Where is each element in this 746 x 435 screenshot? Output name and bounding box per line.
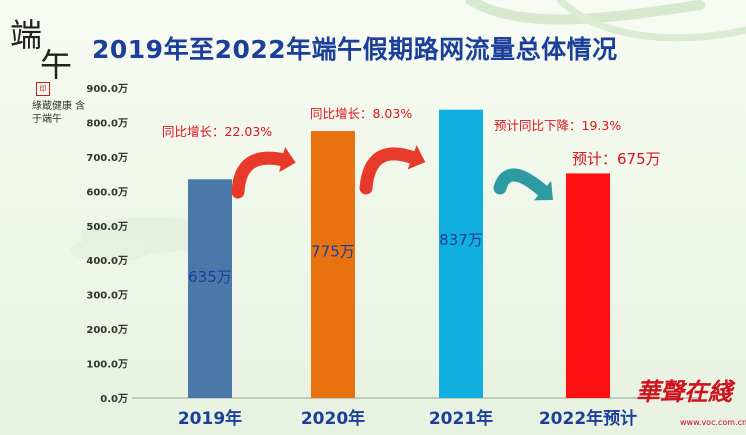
x-tick-label: 2019年 (178, 408, 242, 429)
logo-seal: 印 (36, 82, 50, 96)
data-label: 635万 (188, 268, 232, 286)
y-tick-label: 100.0万 (86, 359, 128, 371)
data-label: 775万 (311, 243, 355, 261)
logo-caption: 綠蔵健康 含于端午 (32, 101, 86, 125)
decrease-arrow-head (533, 180, 553, 201)
y-tick-label: 700.0万 (86, 152, 128, 164)
increase-arrow-head (279, 146, 296, 173)
bar (188, 179, 232, 398)
increase-arrow (231, 151, 291, 199)
bar (311, 131, 355, 399)
increase-arrow-head (407, 145, 426, 170)
y-tick-label: 500.0万 (86, 221, 128, 233)
y-tick-label: 300.0万 (86, 290, 128, 302)
forecast-label: 预计：675万 (572, 150, 661, 168)
y-tick-label: 800.0万 (86, 117, 128, 129)
growth-annotation: 预计同比下降：19.3% (494, 118, 621, 133)
y-tick-label: 0.0万 (100, 393, 128, 405)
logo-char-1: 端 (10, 16, 43, 54)
x-tick-label: 2020年 (301, 408, 365, 429)
x-tick-label: 2021年 (429, 408, 493, 429)
dragon-boat-logo: 端 午 印 綠蔵健康 含于端午 (10, 18, 90, 148)
chart-title: 2019年至2022年端午假期路网流量总体情况 (92, 35, 618, 64)
growth-annotation: 同比增长：8.03% (310, 106, 412, 121)
bar (566, 173, 610, 398)
increase-arrow (359, 147, 421, 195)
watermark-logo: 華聲在綫 (636, 377, 732, 406)
watermark-url: www.voc.com.cn (680, 418, 746, 427)
growth-annotation: 同比增长：22.03% (162, 124, 272, 139)
x-tick-label: 2022年预计 (539, 408, 637, 429)
data-label: 837万 (439, 231, 483, 249)
logo-char-2: 午 (40, 46, 73, 84)
y-tick-label: 600.0万 (86, 186, 128, 198)
bar (439, 109, 483, 398)
decrease-arrow (493, 168, 551, 199)
y-tick-label: 400.0万 (86, 255, 128, 267)
y-tick-label: 900.0万 (86, 83, 128, 95)
y-tick-label: 200.0万 (86, 324, 128, 336)
